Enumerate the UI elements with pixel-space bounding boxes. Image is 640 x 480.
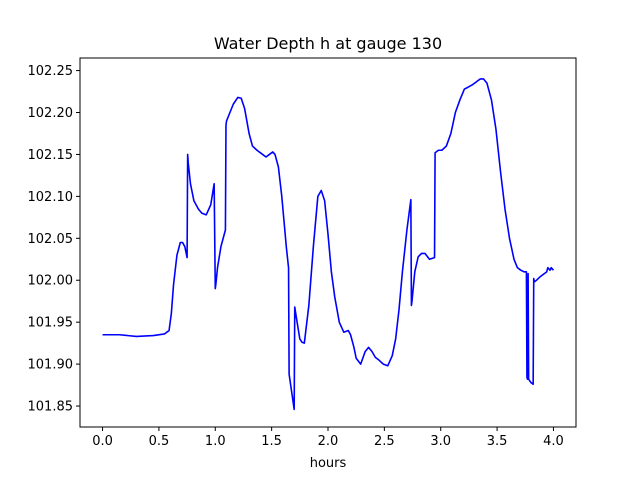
x-tick-label: 1.5 xyxy=(261,434,282,449)
x-tick-label: 0.5 xyxy=(149,434,170,449)
y-tick-label: 102.10 xyxy=(28,190,74,205)
y-tick-label: 102.00 xyxy=(28,274,74,289)
x-tick-label: 3.5 xyxy=(487,434,508,449)
y-tick-label: 101.95 xyxy=(28,316,74,331)
y-tick-label: 102.15 xyxy=(28,148,74,163)
x-tick-label: 3.0 xyxy=(430,434,451,449)
x-tick-label: 1.0 xyxy=(205,434,226,449)
x-tick-label: 4.0 xyxy=(543,434,564,449)
x-axis-ticks: 0.0 0.5 1.0 1.5 2.0 2.5 3.0 3.5 4.0 xyxy=(92,427,564,449)
y-tick-label: 102.25 xyxy=(28,64,74,79)
plot-area xyxy=(102,78,555,411)
y-tick-label: 102.20 xyxy=(28,106,74,121)
y-tick-label: 102.05 xyxy=(28,232,74,247)
x-axis-label: hours xyxy=(310,456,347,471)
x-tick-label: 0.0 xyxy=(92,434,113,449)
chart-title: Water Depth h at gauge 130 xyxy=(214,34,442,53)
x-tick-label: 2.0 xyxy=(318,434,339,449)
axes-frame xyxy=(79,57,577,428)
x-tick-label: 2.5 xyxy=(374,434,395,449)
water-depth-series-line xyxy=(102,78,555,411)
y-axis-ticks: 101.85 101.90 101.95 102.00 102.05 102.10 102.… xyxy=(28,64,80,415)
y-tick-label: 101.90 xyxy=(28,358,74,373)
y-tick-label: 101.85 xyxy=(28,400,74,415)
